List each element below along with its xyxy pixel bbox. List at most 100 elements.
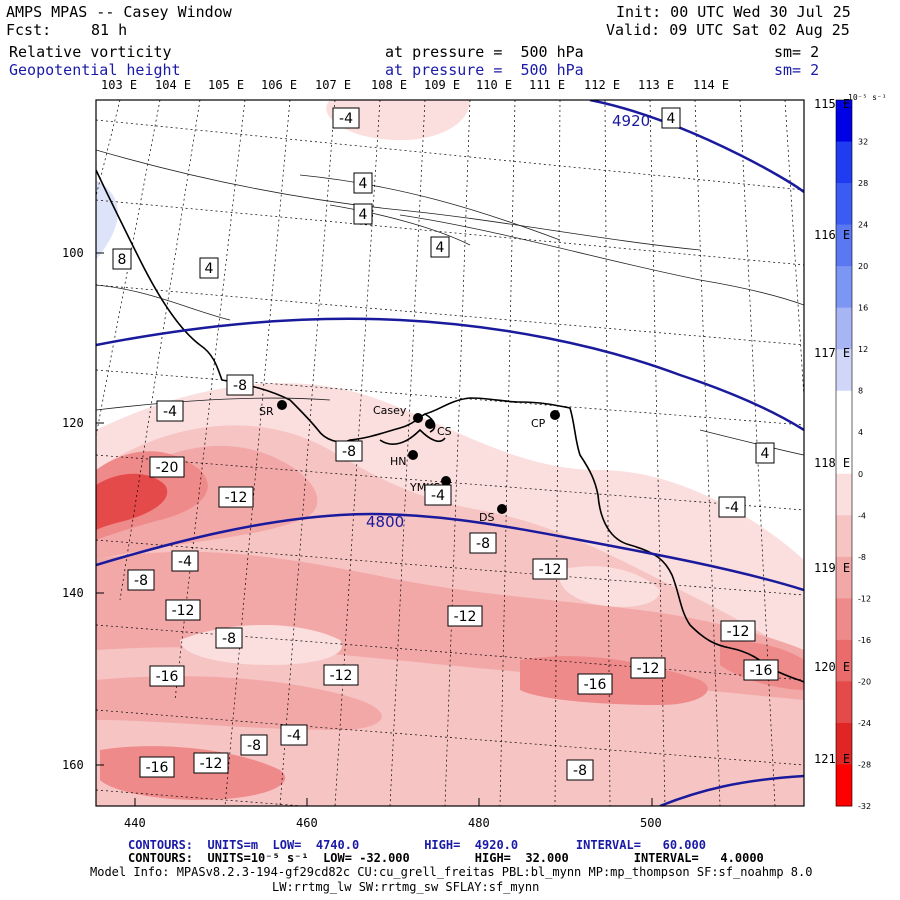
plot-title: AMPS MPAS -- Casey Window xyxy=(6,3,232,21)
footer-height-contours: CONTOURS: UNITS=m LOW= 4740.0 HIGH= 4920… xyxy=(128,838,706,852)
colorbar-label: -4 xyxy=(858,511,866,520)
colorbar-swatch xyxy=(836,432,852,475)
svg-text:8: 8 xyxy=(118,252,127,268)
colorbar-swatch xyxy=(836,349,852,392)
field2-level: at pressure = 500 hPa xyxy=(385,61,584,79)
station-label-cs: CS xyxy=(437,425,452,438)
vorticity-label: -4 xyxy=(332,107,360,129)
svg-text:-8: -8 xyxy=(573,763,587,779)
colorbar-label: 0 xyxy=(858,470,863,479)
colorbar-swatch xyxy=(836,598,852,641)
svg-text:4: 4 xyxy=(667,111,676,127)
vorticity-label: 4 xyxy=(353,203,373,225)
top-lon-label: 112 E xyxy=(584,78,621,92)
station-label-ds: DS xyxy=(479,511,494,524)
right-lon-label: 120 E xyxy=(814,660,851,674)
colorbar-swatch xyxy=(836,639,852,682)
colorbar-label: 24 xyxy=(858,221,868,230)
vorticity-label: -16 xyxy=(743,659,779,681)
vorticity-label: -4 xyxy=(718,496,746,518)
svg-text:-4: -4 xyxy=(163,404,177,420)
station-label-sr: SR xyxy=(259,405,274,418)
field1-smoothing: sm= 2 xyxy=(774,43,820,61)
svg-text:-16: -16 xyxy=(146,760,169,776)
height-contours xyxy=(96,100,804,806)
left-axis-label: 140 xyxy=(62,586,84,600)
bottom-axis-label: 440 xyxy=(124,816,146,830)
vorticity-label: -20 xyxy=(149,456,185,478)
right-lon-label: 118 E xyxy=(814,456,851,470)
vorticity-label: -16 xyxy=(149,665,185,687)
vorticity-label: -8 xyxy=(469,532,497,554)
vorticity-label: -4 xyxy=(280,724,308,746)
height-contour-4800 xyxy=(96,512,804,592)
colorbar-swatch xyxy=(836,100,852,143)
vorticity-label: -12 xyxy=(720,620,756,642)
height-contour-4740 xyxy=(659,774,804,806)
colorbar-swatch xyxy=(836,681,852,724)
vorticity-label: 4 xyxy=(755,442,775,464)
colorbar-label: -20 xyxy=(858,677,871,686)
svg-text:4: 4 xyxy=(205,261,214,277)
height-label-4800: 4800 xyxy=(366,513,404,531)
top-lon-label: 103 E xyxy=(101,78,138,92)
colorbar-label: 12 xyxy=(858,345,868,354)
vorticity-label: -12 xyxy=(447,605,483,627)
top-lon-label: 104 E xyxy=(155,78,192,92)
vorticity-label: -16 xyxy=(139,756,175,778)
colorbar-frame xyxy=(835,99,853,807)
top-lon-label: 108 E xyxy=(371,78,408,92)
right-lon-label: 116 E xyxy=(814,228,851,242)
colorbar-swatch xyxy=(836,473,852,516)
colorbar-label: -8 xyxy=(858,553,866,562)
colorbar-label: 32 xyxy=(858,138,868,147)
vorticity-label: -8 xyxy=(566,759,594,781)
svg-text:-12: -12 xyxy=(454,609,477,625)
colorbar-label: 16 xyxy=(858,304,868,313)
svg-text:-4: -4 xyxy=(287,728,301,744)
colorbar-unit: 10⁻⁵ s⁻¹ xyxy=(848,93,887,102)
station-dot-casey xyxy=(413,413,423,423)
station-dot-ds xyxy=(497,504,507,514)
svg-text:4: 4 xyxy=(359,176,368,192)
field1-level: at pressure = 500 hPa xyxy=(385,43,584,61)
colorbar: 32 28 24 20 16 12 8 4 0 -4 -8 -12 -16 -20 -24 -28 -32 xyxy=(835,99,871,811)
colorbar-swatch xyxy=(836,515,852,558)
station-dot-cp xyxy=(550,410,560,420)
station-dot-hn xyxy=(408,450,418,460)
vorticity-label: -8 xyxy=(240,734,268,756)
svg-text:-4: -4 xyxy=(431,488,445,504)
top-lon-label: 114 E xyxy=(693,78,730,92)
height-contour-4860 xyxy=(96,317,804,432)
colorbar-swatch xyxy=(836,556,852,599)
colorbar-label: 20 xyxy=(858,262,868,271)
svg-text:-16: -16 xyxy=(156,669,179,685)
field2-name: Geopotential height xyxy=(9,61,181,79)
latlon-grid xyxy=(96,100,804,806)
svg-text:-12: -12 xyxy=(539,562,562,578)
svg-text:4: 4 xyxy=(761,446,770,462)
vorticity-shading xyxy=(96,100,804,806)
colorbar-swatch xyxy=(836,764,852,807)
svg-text:4: 4 xyxy=(436,240,445,256)
colorbar-swatch xyxy=(836,141,852,184)
vorticity-label: -8 xyxy=(226,374,254,396)
vorticity-label: 4 xyxy=(199,257,219,279)
colorbar-swatch xyxy=(836,390,852,433)
svg-text:-12: -12 xyxy=(200,756,223,772)
vorticity-label: -12 xyxy=(323,664,359,686)
svg-text:-8: -8 xyxy=(222,631,236,647)
colorbar-label: -32 xyxy=(858,802,871,811)
svg-text:-12: -12 xyxy=(727,624,750,640)
vorticity-labels: -4 4 4 4 4 8 4 -8 -4 -8 -20 -12 -4 -8 -4 4 -4 -8 -12 -12 -8 -… xyxy=(112,107,779,781)
colorbar-label: 4 xyxy=(858,428,863,437)
svg-text:-20: -20 xyxy=(156,460,179,476)
colorbar-label: -28 xyxy=(858,760,871,769)
station-label-casey: Casey xyxy=(373,404,407,417)
vorticity-label: 4 xyxy=(430,236,450,258)
footer-vorticity-contours: CONTOURS: UNITS=10⁻⁵ s⁻¹ LOW= -32.000 HI… xyxy=(128,851,764,865)
forecast-label: Fcst: xyxy=(6,21,52,39)
left-axis-label: 160 xyxy=(62,758,84,772)
vorticity-label: -8 xyxy=(335,440,363,462)
plot-frame xyxy=(95,99,805,807)
